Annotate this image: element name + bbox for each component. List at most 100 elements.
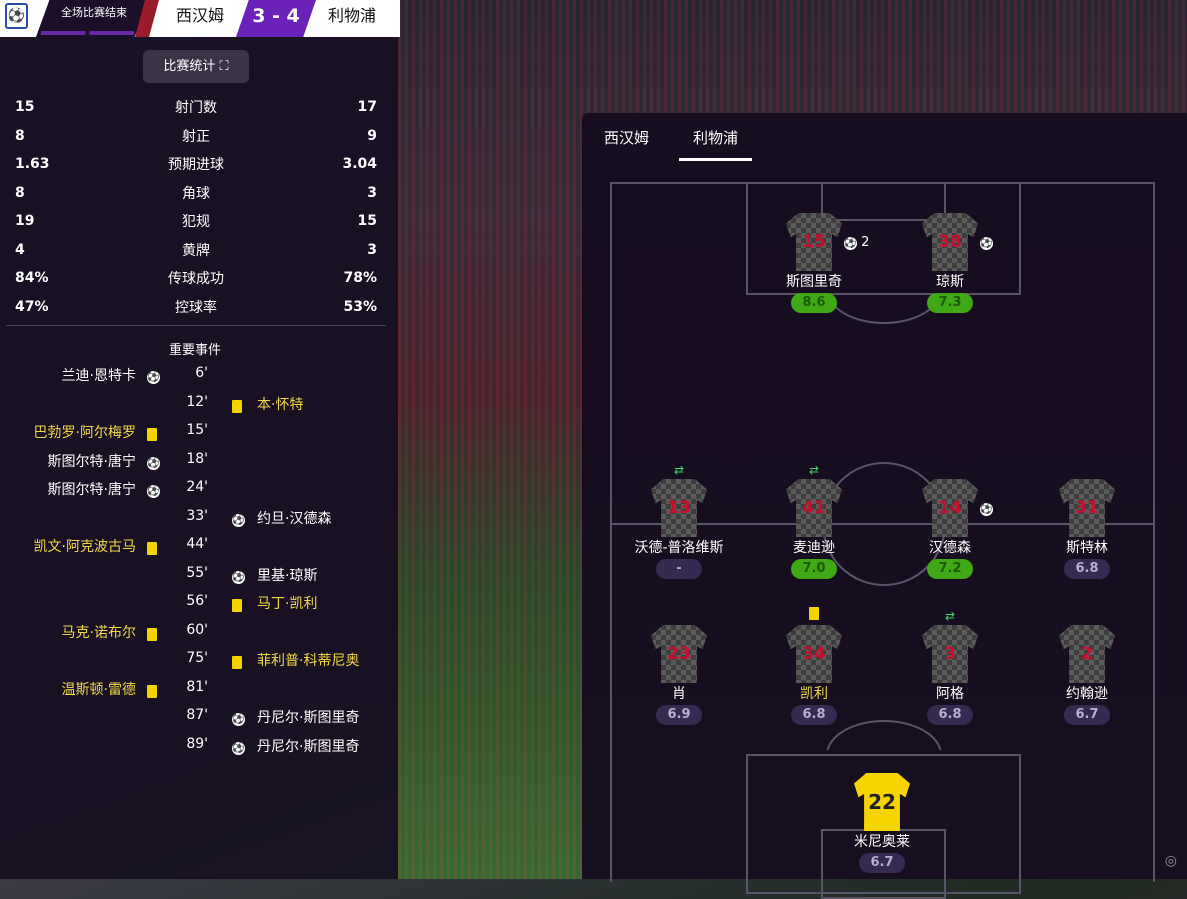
event-player[interactable]: 斯图尔特·唐宁: [47, 453, 136, 470]
shirt-icon: 15: [786, 213, 842, 271]
stat-row: 8 射正 9: [15, 122, 377, 151]
stat-away-value: 3: [367, 241, 377, 258]
event-minute: 6': [195, 365, 208, 381]
shirt-icon: 2: [1059, 625, 1115, 683]
away-team[interactable]: 利物浦: [327, 6, 376, 25]
goal-icon: ⚽: [980, 237, 993, 250]
event-minute: 89': [186, 735, 208, 752]
goal-icon: ⚽: [232, 570, 245, 584]
stat-away-value: 53%: [343, 298, 377, 315]
event-player[interactable]: 凯文·阿克波古马: [33, 539, 136, 555]
tab-home[interactable]: 西汉姆: [604, 129, 650, 147]
player-rating: 7.0: [791, 559, 837, 579]
player-card[interactable]: 2 约翰逊 6.7: [1017, 625, 1157, 725]
yellow-card-icon: [232, 656, 242, 669]
shirt-icon: 34: [786, 625, 842, 683]
score: 3 - 4: [236, 0, 316, 37]
player-card[interactable]: 34 凯利 6.8: [744, 607, 884, 725]
event-player[interactable]: 里基·琼斯: [257, 567, 318, 584]
stat-label: 犯规: [182, 214, 210, 231]
goal-icon: ⚽: [147, 456, 160, 470]
lineup-panel: 西汉姆 利物浦 ⚽ 2 15 斯图里奇 8.6 ⚽ 38 琼斯 7.3 ⇄ 13 沃…: [582, 113, 1187, 899]
stat-label: 射门数: [175, 100, 217, 117]
player-card[interactable]: 23 肖 6.9: [609, 625, 749, 725]
stats-table: 15 射门数 17 8 射正 9 1.63 预期进球 3.04 8 角球 3 1…: [15, 93, 377, 321]
progress-bars: [41, 31, 134, 35]
event-minute: 55': [186, 564, 208, 581]
stat-row: 1.63 预期进球 3.04: [15, 150, 377, 179]
player-card[interactable]: ⚽ 14 汉德森 7.2: [880, 479, 1020, 579]
shirt-number: 2: [1081, 644, 1093, 664]
player-name: 米尼奥莱: [854, 834, 910, 850]
event-row: 凯文·阿克波古马 44': [0, 530, 398, 559]
yellow-card-icon: [147, 542, 157, 555]
tab-away[interactable]: 利物浦: [679, 127, 753, 161]
stat-home-value: 47%: [15, 298, 49, 315]
stat-home-value: 15: [15, 99, 35, 116]
stat-label: 角球: [182, 185, 210, 202]
event-row: 马克·诺布尔 60': [0, 616, 398, 645]
event-row: 87' ⚽ 丹尼尔·斯图里奇: [0, 701, 398, 730]
player-rating: -: [656, 559, 702, 579]
match-stats-button[interactable]: 比赛统计 ⛶: [143, 50, 249, 83]
player-card[interactable]: ⇄ 3 阿格 6.8: [880, 609, 1020, 725]
stat-away-value: 17: [357, 99, 377, 116]
event-player[interactable]: 约旦·汉德森: [257, 510, 332, 527]
shirt-icon: 14: [922, 479, 978, 537]
event-player[interactable]: 兰迪·恩特卡: [61, 368, 136, 384]
event-player[interactable]: 丹尼尔·斯图里奇: [257, 710, 360, 726]
home-team[interactable]: 西汉姆: [175, 6, 224, 25]
player-name: 斯图里奇: [786, 274, 842, 290]
event-row: 75' 菲利普·科蒂尼奥: [0, 644, 398, 673]
event-minute: 87': [186, 707, 208, 723]
goal-count: 2: [861, 235, 870, 250]
event-player[interactable]: 巴勃罗·阿尔梅罗: [33, 425, 136, 441]
goal-icon: ⚽: [844, 237, 857, 250]
player-name: 汉德森: [929, 540, 971, 556]
yellow-card-icon: [809, 607, 819, 620]
stat-home-value: 19: [15, 213, 35, 230]
player-name: 琼斯: [936, 274, 964, 290]
player-card[interactable]: ⇄ 13 沃德-普洛维斯 -: [609, 463, 749, 579]
event-player[interactable]: 丹尼尔·斯图里奇: [257, 738, 360, 755]
substitution-icon: ⇄: [944, 609, 956, 623]
player-rating: 6.8: [791, 705, 837, 725]
stat-row: 4 黄牌 3: [15, 236, 377, 265]
stat-away-value: 78%: [343, 270, 377, 287]
shirt-number: 34: [802, 644, 826, 664]
event-player[interactable]: 本·怀特: [257, 396, 304, 413]
event-player[interactable]: 马丁·凯利: [257, 596, 318, 612]
shirt-icon: 13: [651, 479, 707, 537]
goal-icon: ⚽: [232, 713, 245, 726]
event-minute: 24': [186, 479, 208, 495]
stat-row: 8 角球 3: [15, 179, 377, 208]
player-name: 凯利: [800, 686, 828, 702]
shirt-icon: 31: [1059, 479, 1115, 537]
player-name: 肖: [672, 686, 686, 702]
stat-row: 19 犯规 15: [15, 207, 377, 236]
goal-badge: ⚽: [980, 235, 993, 250]
player-name: 沃德-普洛维斯: [634, 540, 724, 556]
stat-away-value: 15: [357, 213, 377, 230]
goal-icon: ⚽: [232, 741, 245, 755]
stat-away-value: 9: [367, 127, 377, 144]
player-card[interactable]: 22 米尼奥莱 6.7: [812, 773, 952, 873]
player-card[interactable]: 31 斯特林 6.8: [1017, 479, 1157, 579]
player-rating: 6.8: [927, 705, 973, 725]
event-player[interactable]: 温斯顿·雷德: [61, 681, 136, 698]
event-minute: 15': [186, 422, 208, 438]
stat-home-value: 8: [15, 184, 25, 201]
player-card[interactable]: ⚽ 2 15 斯图里奇 8.6: [744, 213, 884, 313]
player-card[interactable]: ⚽ 38 琼斯 7.3: [880, 213, 1020, 313]
player-card[interactable]: ⇄ 41 麦迪逊 7.0: [744, 463, 884, 579]
substitution-icon: ⇄: [808, 463, 820, 477]
event-player[interactable]: 菲利普·科蒂尼奥: [257, 653, 360, 669]
status-text: 全场比赛结束: [61, 6, 127, 19]
event-minute: 12': [186, 393, 208, 410]
shirt-icon: 3: [922, 625, 978, 683]
pitch: ⚽ 2 15 斯图里奇 8.6 ⚽ 38 琼斯 7.3 ⇄ 13 沃德-普洛维斯 -…: [609, 182, 1157, 899]
shirt-number: 31: [1075, 498, 1099, 518]
event-player[interactable]: 马克·诺布尔: [61, 624, 136, 641]
scoreboard: ⚽ 全场比赛结束 西汉姆 3 - 4 利物浦: [0, 0, 400, 37]
event-player[interactable]: 斯图尔特·唐宁: [47, 482, 136, 498]
